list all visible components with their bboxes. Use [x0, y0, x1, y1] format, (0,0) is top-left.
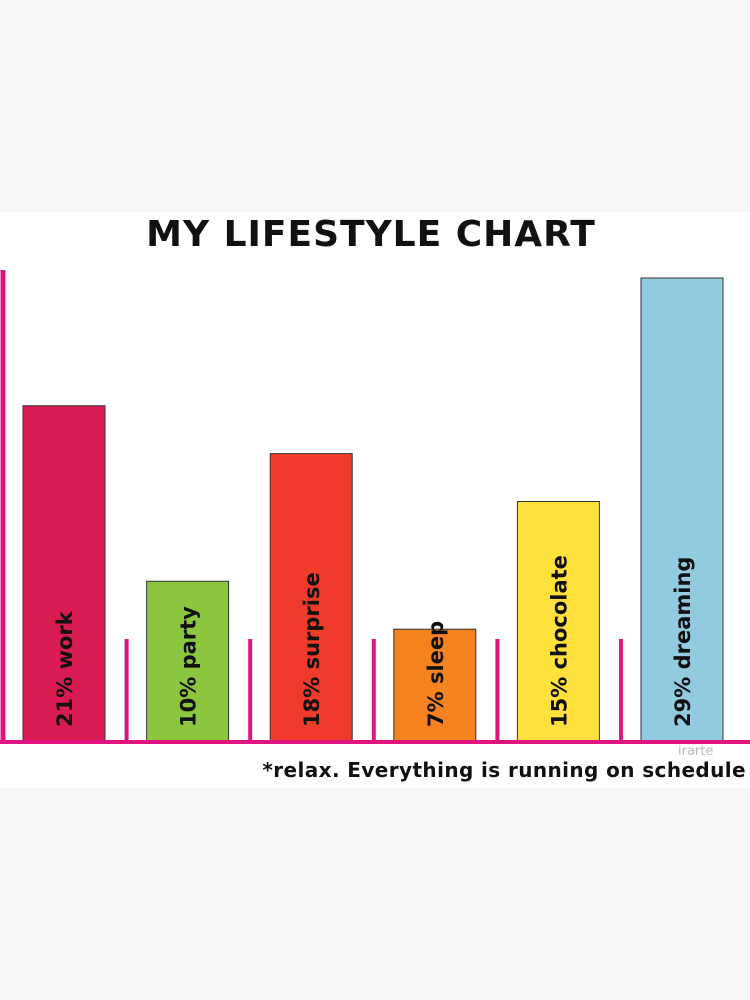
- chart-poster: MY LIFESTYLE CHART 21% work 10% party 18% …: [0, 212, 750, 788]
- chart-title: MY LIFESTYLE CHART: [146, 214, 596, 255]
- watermark: irarte: [678, 744, 714, 759]
- bar-label-party: 10% party: [177, 606, 201, 727]
- bar-label-chocolate: 15% chocolate: [547, 555, 571, 727]
- chart-footnote: *relax. Everything is running on schedul…: [262, 758, 746, 782]
- bar-label-dreaming: 29% dreaming: [671, 557, 695, 727]
- bar-party: [146, 580, 230, 742]
- bar-surprise: [269, 453, 353, 742]
- bar-sleep: [393, 628, 477, 742]
- bar-chart: 21% work 10% party 18% surprise 7% sleep 15%…: [0, 270, 750, 744]
- bar-label-sleep: 7% sleep: [424, 621, 448, 727]
- bar-work: [22, 405, 106, 742]
- bar-label-work: 21% work: [53, 610, 77, 727]
- bar-label-surprise: 18% surprise: [300, 572, 324, 727]
